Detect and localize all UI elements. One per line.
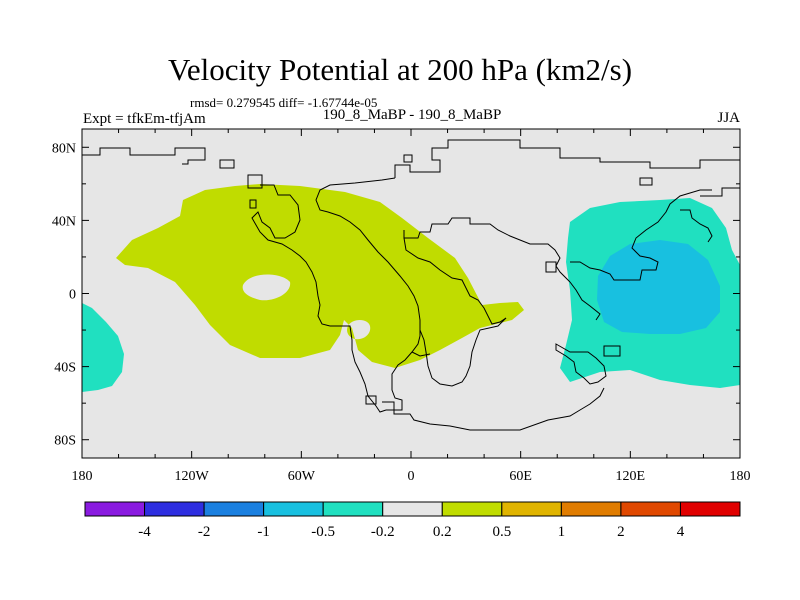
colorbar-label: -0.5 [311,524,335,540]
negative-anomaly-pacific-core [597,240,720,334]
stats-text: rmsd= 0.279545 diff= -1.67744e-05 [190,95,378,110]
lon-tick-label: 180 [730,469,751,484]
colorbar-label: -1 [257,524,270,540]
season-label: JJA [717,110,740,126]
lon-tick-label: 180 [72,469,93,484]
longitude-axis: 180 120W 60W 0 60E 120E 180 [72,129,751,484]
lon-tick-label: 60W [288,469,316,484]
colorbar-swatch [84,501,146,517]
colorbar-label: 0.2 [433,524,452,540]
negative-anomaly-south-atlantic [82,303,124,392]
positive-anomaly-africa-atlantic [116,184,524,368]
colorbar-swatch [620,501,681,517]
lon-tick-label: 120W [175,469,210,484]
lat-tick-label: 80N [52,141,76,156]
lat-tick-label: 40S [54,361,76,376]
case-label: 190_8_MaBP - 190_8_MaBP [322,107,502,123]
colorbar-swatch [560,501,622,517]
colorbar-swatch [382,501,443,517]
lon-tick-label: 120E [616,469,646,484]
colorbar-swatch [144,501,205,517]
experiment-label: Expt = tfkEm-tfjAm [83,111,206,127]
colorbar-label: 4 [677,524,685,540]
colorbar-label: -0.2 [371,524,395,540]
lat-tick-label: 0 [69,288,76,303]
colorbar-swatch [263,501,324,517]
colorbar: -4 -2 -1 -0.5 -0.2 0.2 0.5 1 2 4 [84,501,741,540]
colorbar-swatch [679,501,741,517]
lon-tick-label: 0 [408,469,415,484]
colorbar-label: -4 [138,524,151,540]
colorbar-label: 0.5 [492,524,511,540]
colorbar-label: -2 [198,524,211,540]
colorbar-swatch [441,501,503,517]
chart-title: Velocity Potential at 200 hPa (km2/s) [167,52,633,87]
colorbar-swatch [322,501,384,517]
colorbar-swatch [501,501,562,517]
coastlines [82,139,740,431]
lat-tick-label: 40N [52,214,76,229]
colorbar-label: 1 [558,524,566,540]
colorbar-label: 2 [617,524,625,540]
lat-tick-label: 80S [54,434,76,449]
latitude-axis: 80N 40N 0 40S 80S [52,141,740,449]
colorbar-swatch [203,501,265,517]
lon-tick-label: 60E [509,469,532,484]
